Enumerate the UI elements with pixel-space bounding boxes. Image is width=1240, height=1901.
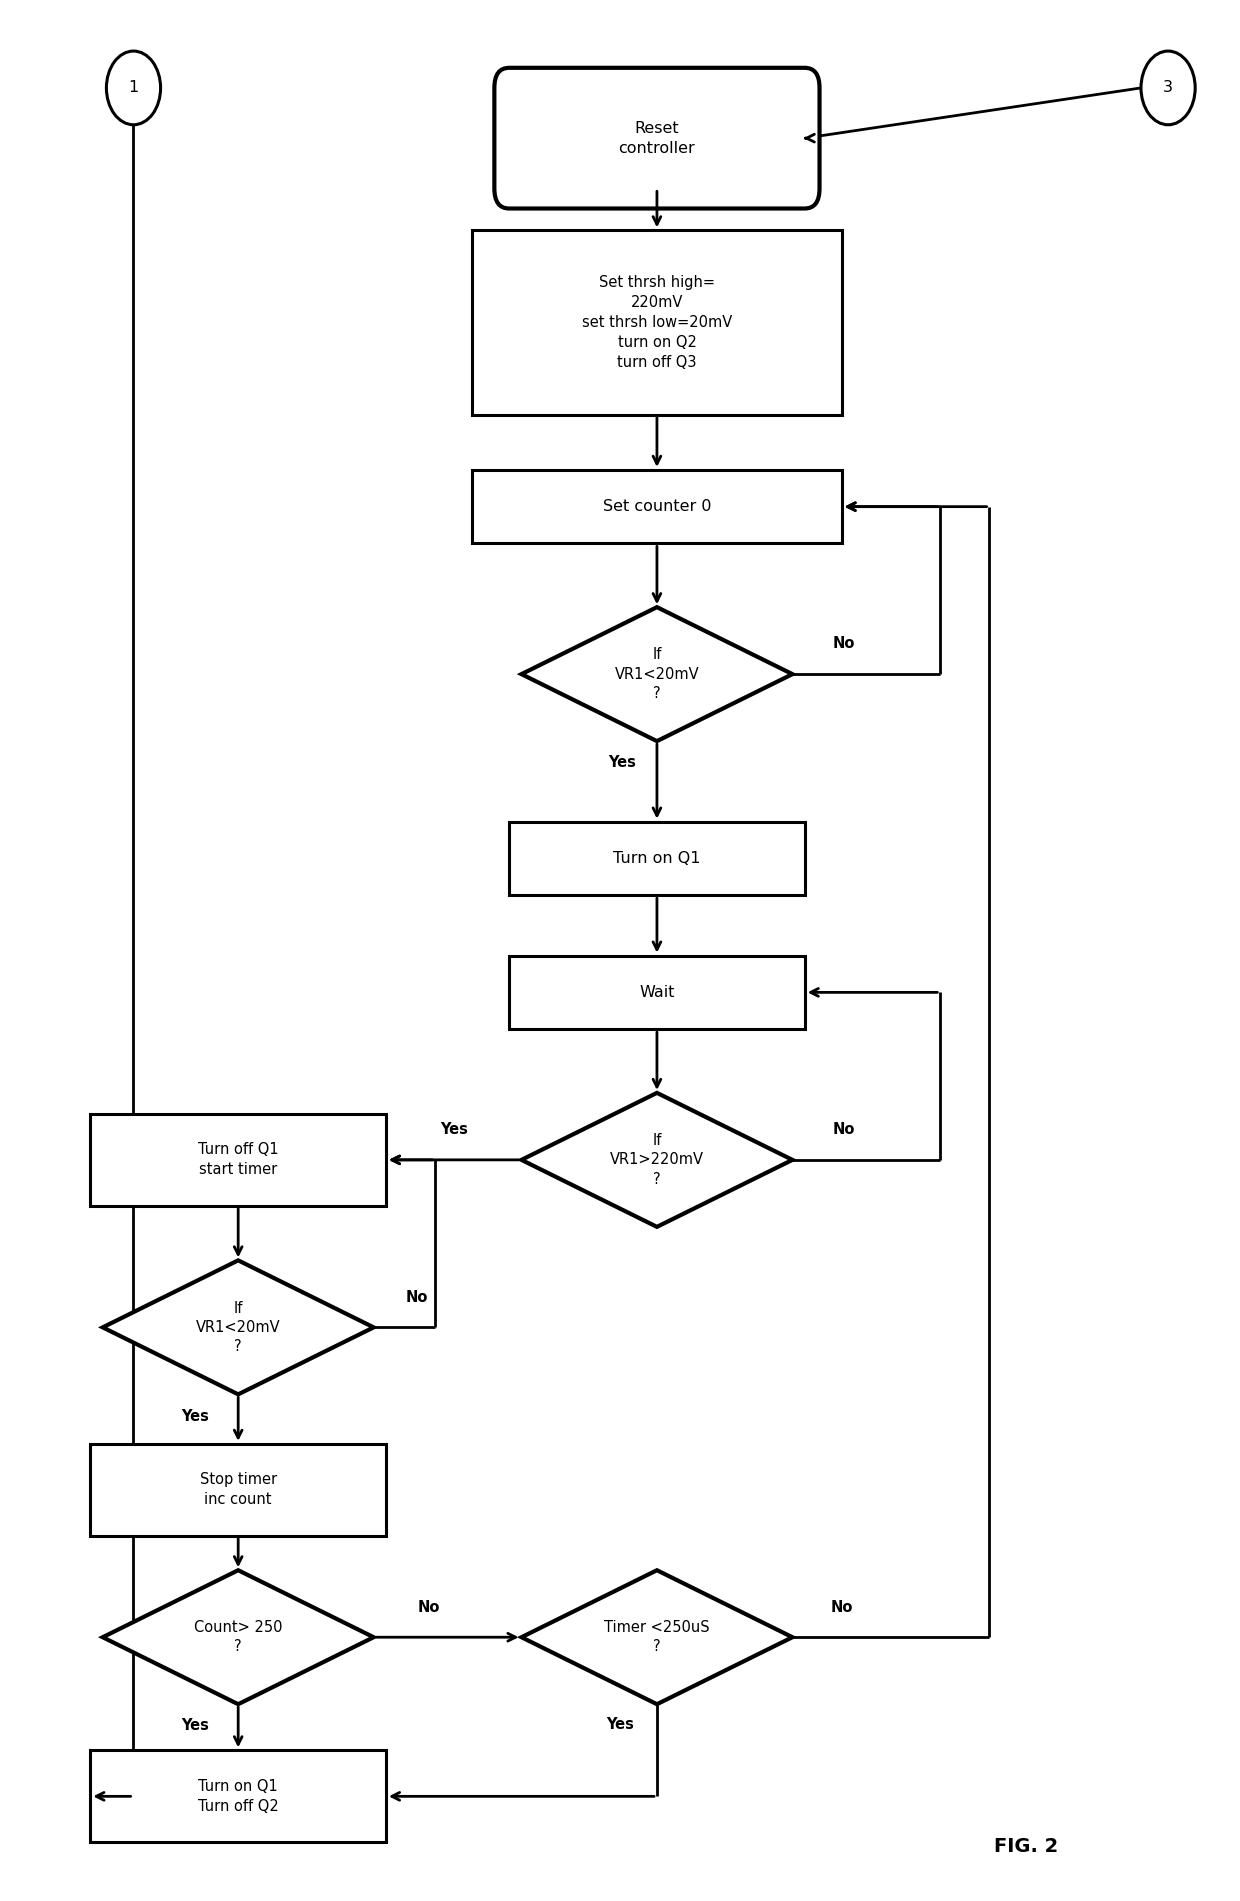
Bar <box>510 821 805 895</box>
Text: Yes: Yes <box>440 1122 467 1137</box>
Bar <box>510 956 805 1028</box>
Text: 1: 1 <box>129 80 139 95</box>
Text: Yes: Yes <box>609 755 636 770</box>
Text: Yes: Yes <box>181 1719 210 1734</box>
Text: Turn on Q1
Turn off Q2: Turn on Q1 Turn off Q2 <box>198 1779 279 1814</box>
Text: Turn off Q1
start timer: Turn off Q1 start timer <box>198 1143 279 1177</box>
Text: Yes: Yes <box>181 1409 210 1424</box>
Polygon shape <box>522 1093 792 1226</box>
Text: No: No <box>405 1289 428 1304</box>
Text: Wait: Wait <box>639 985 675 1000</box>
Polygon shape <box>103 1260 373 1393</box>
Text: Count> 250
?: Count> 250 ? <box>193 1620 283 1654</box>
Bar <box>472 470 842 544</box>
Text: Set counter 0: Set counter 0 <box>603 500 712 513</box>
Bar <box>91 1751 386 1842</box>
Bar <box>91 1114 386 1205</box>
Bar <box>91 1443 386 1536</box>
FancyBboxPatch shape <box>495 68 820 209</box>
Text: Timer <250uS
?: Timer <250uS ? <box>604 1620 709 1654</box>
Text: Stop timer
inc count: Stop timer inc count <box>200 1473 277 1507</box>
Text: No: No <box>831 1599 853 1614</box>
Text: Yes: Yes <box>606 1717 634 1732</box>
Text: Turn on Q1: Turn on Q1 <box>614 852 701 865</box>
Text: FIG. 2: FIG. 2 <box>994 1836 1059 1855</box>
Text: If
VR1<20mV
?: If VR1<20mV ? <box>615 648 699 701</box>
Text: Set thrsh high=
220mV
set thrsh low=20mV
turn on Q2
turn off Q3: Set thrsh high= 220mV set thrsh low=20mV… <box>582 276 732 369</box>
Polygon shape <box>103 1570 373 1703</box>
Polygon shape <box>522 606 792 741</box>
Bar <box>472 230 842 414</box>
Text: No: No <box>833 1122 856 1137</box>
Polygon shape <box>522 1570 792 1703</box>
Text: 3: 3 <box>1163 80 1173 95</box>
Text: If
VR1<20mV
?: If VR1<20mV ? <box>196 1300 280 1354</box>
Text: No: No <box>833 637 856 652</box>
Text: Reset
controller: Reset controller <box>619 122 696 156</box>
Text: If
VR1>220mV
?: If VR1>220mV ? <box>610 1133 704 1186</box>
Text: No: No <box>418 1599 440 1614</box>
